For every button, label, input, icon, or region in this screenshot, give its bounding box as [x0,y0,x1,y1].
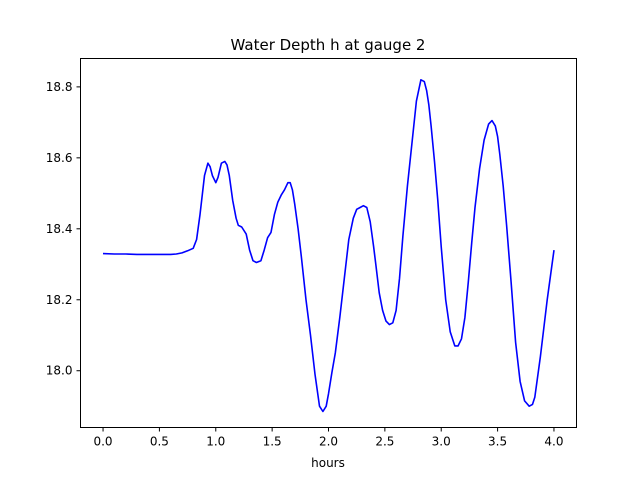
y-tick-label: 18.2 [46,293,73,307]
x-tick-label: 3.0 [432,435,451,449]
y-axis: 18.0 18.2 18.4 18.6 18.8 [46,80,81,378]
x-tick-label: 0.0 [93,435,112,449]
y-tick-label: 18.4 [46,222,73,236]
x-tick-label: 2.0 [319,435,338,449]
x-tick-label: 4.0 [544,435,563,449]
series-line-0 [102,79,555,413]
x-tick-label: 0.5 [150,435,169,449]
axes-frame [80,58,577,428]
y-tick-label: 18.8 [46,80,73,94]
x-axis-label: hours [311,456,345,470]
y-tick-label: 18.6 [46,151,73,165]
y-tick-label: 18.0 [46,364,73,378]
x-axis: 0.0 0.5 1.0 1.5 2.0 2.5 3.0 3.5 4.0 [93,427,564,449]
plot-area [102,79,555,413]
x-tick-label: 3.5 [488,435,507,449]
chart-title: Water Depth h at gauge 2 [231,36,426,54]
x-tick-label: 1.0 [206,435,225,449]
x-tick-label: 2.5 [375,435,394,449]
x-tick-label: 1.5 [263,435,282,449]
